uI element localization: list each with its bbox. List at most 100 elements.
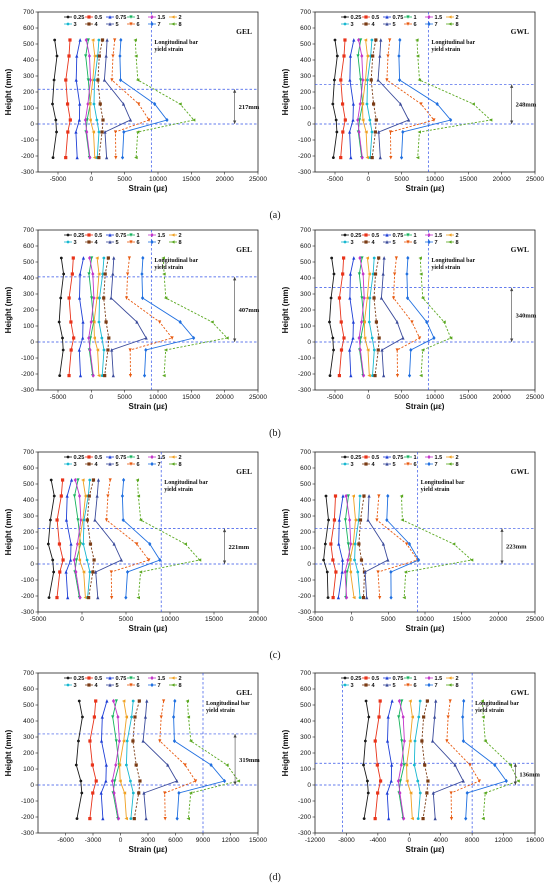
series-point-0.75 — [340, 570, 344, 574]
legend-marker — [364, 462, 368, 466]
series-point-4 — [91, 570, 95, 574]
series-point-7 — [120, 493, 125, 499]
legend-marker — [406, 676, 410, 680]
series-point-0.5 — [69, 320, 73, 324]
series-point-3 — [129, 779, 132, 783]
series-point-6 — [405, 542, 409, 546]
series-point-6 — [410, 320, 414, 324]
series-point-5 — [378, 54, 382, 58]
legend-label: 4 — [372, 240, 376, 246]
series-point-5 — [111, 272, 115, 276]
y-tick-label: 700 — [23, 670, 34, 677]
series-point-1.5 — [112, 790, 116, 796]
x-tick-label: 16000 — [526, 837, 544, 844]
series-point-0.25 — [49, 478, 53, 482]
x-axis-label: Strain (με) — [129, 624, 168, 633]
series-point-0.75 — [78, 38, 82, 42]
series-point-2 — [91, 130, 96, 134]
span-arrowhead-bottom — [513, 781, 517, 785]
series-point-0.5 — [340, 102, 345, 106]
series-point-8 — [210, 320, 214, 324]
series-point-3 — [370, 38, 374, 42]
series-point-0.75 — [81, 320, 85, 324]
legend-label: 1 — [137, 15, 140, 21]
yield-note-line2: yield strain — [206, 708, 235, 714]
series-point-0.75 — [348, 348, 352, 352]
series-point-0.25 — [325, 570, 329, 574]
series-line-7 — [462, 700, 508, 819]
series-point-0.25 — [363, 739, 367, 743]
legend-label: 5 — [393, 462, 396, 468]
series-point-3 — [100, 336, 104, 340]
series-line-0.25 — [323, 495, 329, 598]
legend-label: 6 — [414, 22, 417, 28]
series-point-0.5 — [341, 272, 345, 276]
y-tick-label: 400 — [300, 275, 311, 282]
series-point-5 — [395, 320, 399, 324]
y-tick-label: 100 — [23, 105, 34, 112]
series-point-1.5 — [92, 295, 96, 301]
series-point-1.5 — [72, 557, 76, 563]
series-point-1.5 — [361, 77, 365, 83]
span-arrowhead-bottom — [233, 120, 237, 124]
series-point-8 — [419, 374, 423, 378]
series-point-1.5 — [89, 319, 93, 325]
series-point-0.75 — [64, 570, 68, 574]
legend-marker — [343, 233, 347, 237]
x-tick-label: 0 — [350, 616, 354, 623]
series-point-1.5 — [85, 129, 89, 135]
span-arrowhead-bottom — [233, 338, 237, 342]
series-point-0.75 — [337, 542, 341, 546]
series-point-1.5 — [87, 255, 92, 261]
x-tick-label: -5000 — [50, 394, 67, 401]
y-tick-label: 0 — [30, 782, 34, 789]
series-point-1 — [114, 739, 118, 743]
legend-marker — [427, 454, 431, 460]
series-point-5 — [112, 256, 116, 260]
legend-marker — [171, 15, 175, 19]
yield-note-line1: Longitudinal bar — [206, 701, 250, 707]
series-point-0.75 — [341, 494, 345, 498]
series-point-8 — [162, 272, 166, 276]
series-point-0.75 — [390, 763, 394, 767]
series-point-0.25 — [74, 763, 78, 767]
series-point-1 — [346, 494, 350, 498]
series-point-1 — [402, 763, 406, 767]
series-point-1 — [356, 54, 360, 58]
y-tick-label: 200 — [300, 529, 311, 536]
series-point-8 — [419, 272, 423, 276]
series-point-6 — [388, 38, 392, 42]
series-point-1.5 — [79, 517, 83, 523]
series-point-6 — [388, 130, 393, 134]
series-point-1.5 — [358, 255, 362, 261]
series-point-8 — [420, 348, 425, 352]
series-point-7 — [209, 762, 213, 768]
series-point-0.25 — [362, 817, 366, 820]
legend-marker — [150, 21, 154, 27]
span-arrowhead-bottom — [222, 560, 227, 564]
series-point-3 — [100, 374, 104, 377]
y-tick-label: -300 — [21, 387, 34, 394]
legend-label: 3 — [351, 22, 354, 28]
series-point-0.25 — [55, 130, 58, 134]
series-point-1.5 — [402, 738, 407, 744]
series-line-0.25 — [75, 700, 83, 819]
series-line-5 — [432, 700, 464, 819]
span-arrowhead-top — [233, 89, 237, 93]
series-point-0.75 — [70, 478, 74, 482]
series-point-7 — [462, 698, 466, 704]
series-point-2 — [83, 596, 88, 600]
series-point-0.5 — [55, 596, 59, 600]
series-point-1 — [86, 38, 90, 42]
legend-marker — [343, 683, 347, 687]
series-point-6 — [449, 817, 454, 821]
series-point-1 — [345, 570, 349, 574]
series-point-0.5 — [69, 348, 73, 352]
series-point-0.75 — [385, 739, 390, 743]
series-point-5 — [365, 595, 369, 600]
series-point-8 — [163, 296, 168, 300]
y-axis-label: Height (mm) — [4, 286, 13, 333]
y-tick-label: 600 — [300, 243, 311, 250]
series-point-0.25 — [52, 570, 56, 574]
series-point-3 — [366, 78, 369, 82]
